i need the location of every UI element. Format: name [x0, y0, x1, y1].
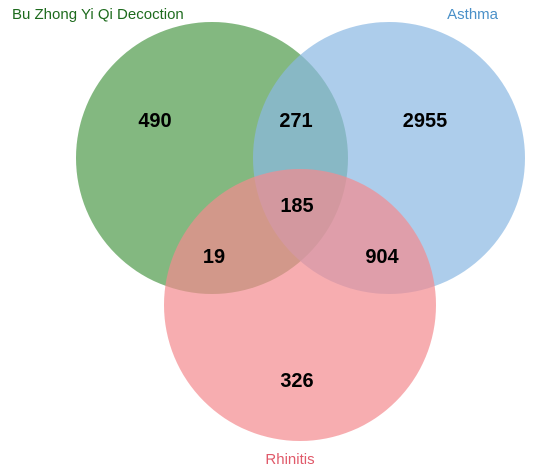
count-a-b: 271	[279, 110, 312, 132]
count-a-c: 19	[203, 246, 225, 268]
set-label-asthma: Asthma	[447, 6, 499, 23]
count-b-c: 904	[365, 246, 399, 268]
count-c-only: 326	[280, 370, 313, 392]
count-b-only: 2955	[403, 110, 448, 132]
set-circle-rhinitis	[164, 169, 436, 441]
count-a-b-c: 185	[280, 195, 313, 217]
set-label-bu-zhong-yi-qi: Bu Zhong Yi Qi Decoction	[12, 6, 184, 23]
set-label-rhinitis: Rhinitis	[265, 451, 314, 467]
count-a-only: 490	[138, 110, 171, 132]
